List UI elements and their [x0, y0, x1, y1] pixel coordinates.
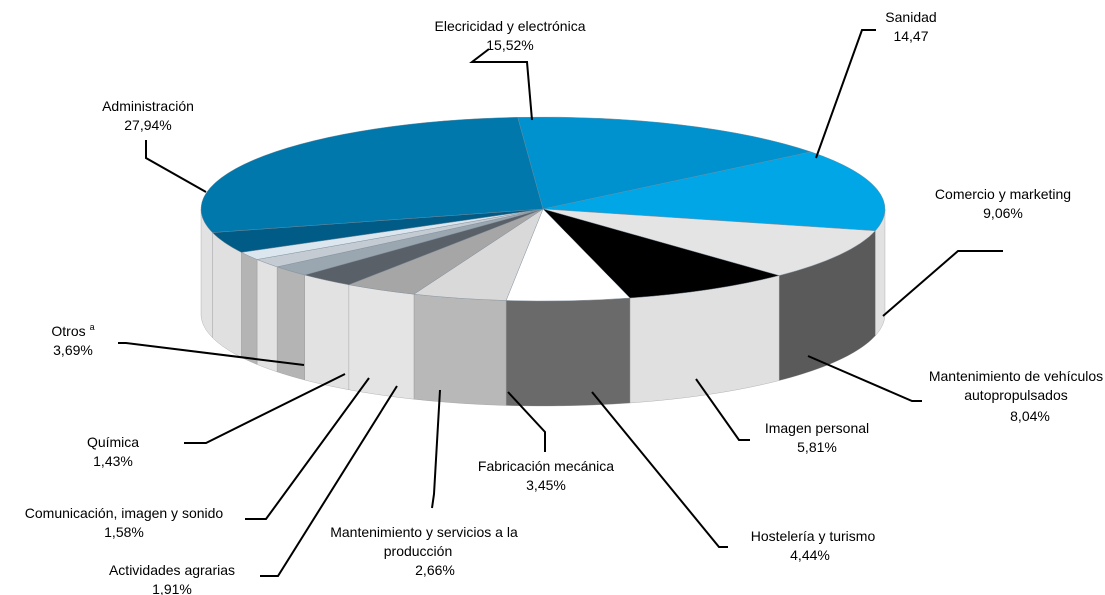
leader-line-1 [815, 29, 876, 159]
pie-wall-5 [413, 294, 507, 406]
slice-label-9: Comunicación, imagen y sonido [25, 505, 224, 521]
leader-line-3 [807, 355, 922, 402]
slice-labels: Elecricidad y electrónica 15,52% Sanidad 14… [25, 9, 1103, 595]
leader-line-4 [695, 378, 750, 441]
slice-label-7: producción [384, 543, 453, 559]
leader-line-9 [245, 377, 370, 520]
leader-line-0 [469, 48, 533, 121]
leader-line-5 [591, 391, 728, 548]
pie-side-walls [200, 208, 886, 407]
slice-value-9: 1,58% [104, 524, 144, 540]
leader-line-10 [184, 373, 346, 444]
leader-line-12 [145, 140, 207, 193]
slice-label-10: Química [87, 434, 139, 450]
slice-value-3: 8,04% [1010, 408, 1050, 424]
pie-wall-7 [304, 274, 349, 390]
slice-value-6: 3,45% [526, 477, 566, 493]
slice-value-1: 14,47 [893, 28, 928, 44]
slice-label-0: Elecricidad y electrónica [435, 18, 586, 34]
slice-label-1: Sanidad [885, 9, 936, 25]
pie-wall-10 [241, 252, 258, 365]
slice-label-4: Imagen personal [765, 420, 869, 436]
slice-label-12: Administración [102, 98, 194, 114]
slice-label-11: Otros a [51, 322, 94, 339]
pie-slice-1 [542, 151, 886, 232]
slice-value-7: 2,66% [415, 562, 455, 578]
slice-value-11: 3,69% [53, 342, 93, 358]
slice-label-superscript: a [90, 322, 95, 332]
slice-value-0: 15,52% [486, 37, 533, 53]
pie-wall-6 [348, 284, 415, 400]
pie-slice-3 [542, 208, 780, 299]
slice-label-6: Fabricación mecánica [478, 458, 614, 474]
leader-line-11 [118, 342, 305, 366]
leader-line-8 [260, 385, 398, 577]
pie-top-faces [200, 116, 886, 302]
slice-label-8: Actividades agrarias [109, 562, 235, 578]
slice-label-5: Hostelería y turismo [751, 528, 876, 544]
slice-value-8: 1,91% [152, 581, 192, 595]
slice-value-5: 4,44% [790, 547, 830, 563]
pie-slice-0 [517, 116, 812, 210]
pie-wall-11 [212, 232, 242, 358]
slice-label-7: Mantenimiento y servicios a la [330, 524, 518, 540]
leader-line-6 [507, 391, 546, 452]
pie-wall-4 [505, 297, 631, 407]
pie-wall-9 [256, 259, 278, 373]
slice-value-10: 1,43% [93, 453, 133, 469]
leader-line-7 [431, 389, 441, 509]
slice-label-3: Mantenimiento de vehículos [929, 368, 1103, 384]
leader-lines [118, 29, 1003, 577]
slice-value-4: 5,81% [797, 439, 837, 455]
slice-value-12: 27,94% [124, 117, 171, 133]
pie-slice-2 [542, 208, 876, 276]
leader-line-2 [882, 250, 1003, 317]
slice-value-2: 9,06% [983, 205, 1023, 221]
pie-slice-4 [505, 208, 631, 302]
pie-slice-12 [200, 117, 544, 233]
slice-label-2: Comercio y marketing [935, 186, 1071, 202]
slice-label-3: autopropulsados [964, 387, 1068, 403]
